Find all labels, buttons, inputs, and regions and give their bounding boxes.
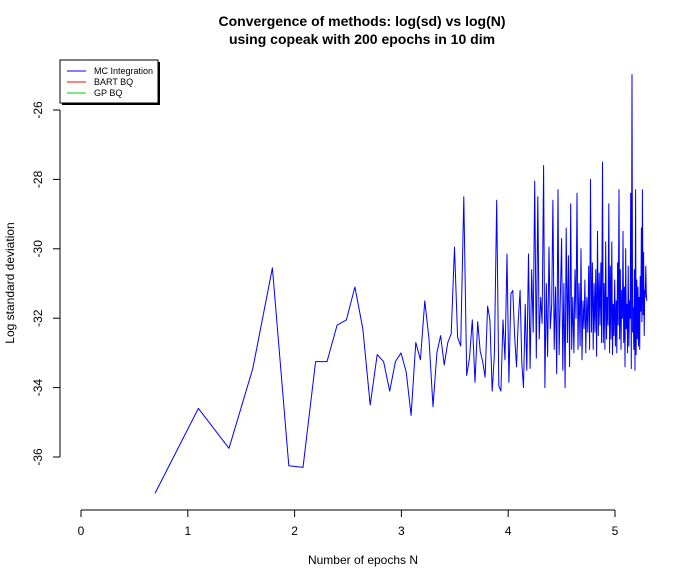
x-tick-label: 5 [612,524,619,538]
legend-label-gp: GP BQ [94,88,122,98]
series-line-mc-integration [154,74,648,494]
chart-title-line1: Convergence of methods: log(sd) vs log(N… [218,13,505,29]
legend-label-mc: MC Integration [94,66,153,76]
y-tick-label: -26 [31,101,45,119]
y-tick-label: -34 [31,379,45,397]
y-tick-label: -32 [31,309,45,327]
x-axis-label: Number of epochs N [308,553,418,567]
x-tick-label: 4 [505,524,512,538]
x-tick-label: 0 [78,524,85,538]
y-tick-label: -30 [31,240,45,258]
y-tick-label: -28 [31,170,45,188]
legend-label-bart: BART BQ [94,77,133,87]
y-ticks: -36 -34 -32 -30 -28 -26 [31,101,60,466]
legend: MC Integration BART BQ GP BQ [59,59,160,105]
x-tick-label: 3 [398,524,405,538]
series-layer [154,74,648,494]
x-ticks: 0 1 2 3 4 5 [78,510,619,538]
x-tick-label: 1 [184,524,191,538]
y-tick-label: -36 [31,448,45,466]
x-tick-label: 2 [291,524,298,538]
y-axis-label: Log standard deviation [3,222,17,343]
chart-title-line2: using copeak with 200 epochs in 10 dim [229,31,495,47]
